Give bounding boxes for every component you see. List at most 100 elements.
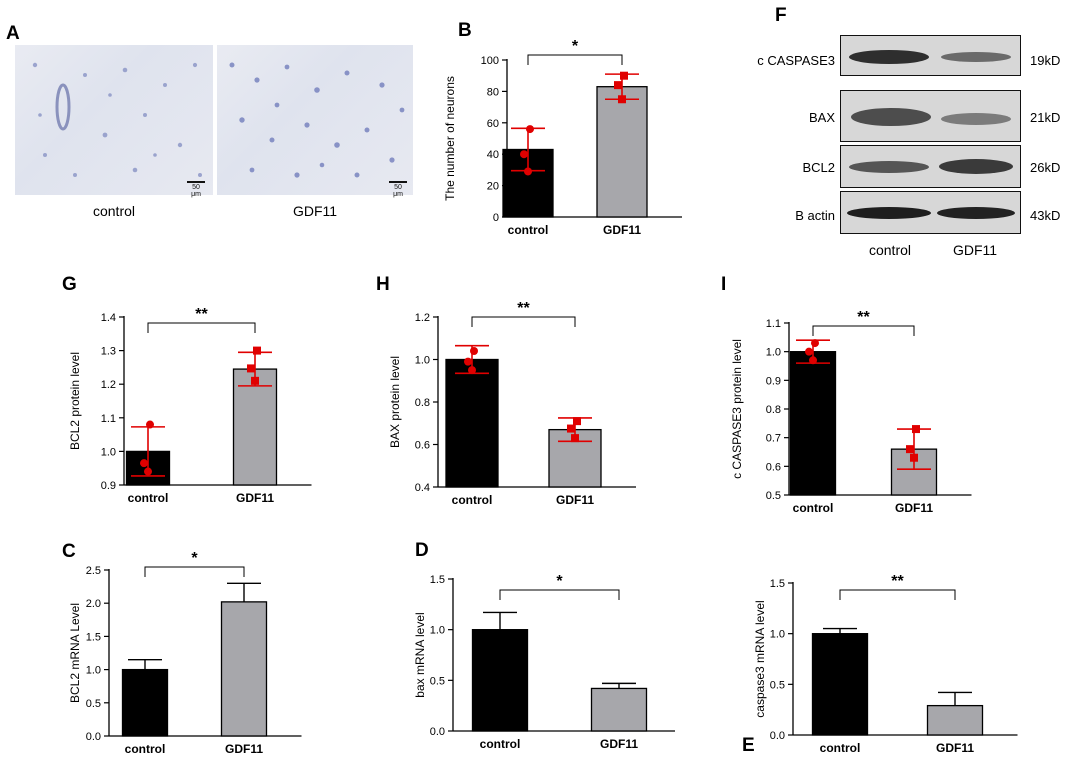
y-tick-label: 60 bbox=[487, 118, 499, 130]
y-tick-label: 0.4 bbox=[415, 482, 430, 494]
y-axis-label: The number of neurons bbox=[443, 76, 457, 201]
y-tick-label: 2.5 bbox=[86, 565, 101, 577]
y-tick-label: 0.5 bbox=[766, 490, 781, 502]
significance-marker: ** bbox=[517, 300, 530, 317]
data-point bbox=[520, 150, 528, 159]
chart-b: 0 20 40 60 80 100 The number of neurons control… bbox=[443, 38, 682, 237]
micrograph-caption-gdf11: GDF11 bbox=[292, 203, 338, 219]
wb-size-caspase3: 19kD bbox=[1030, 53, 1061, 68]
significance-marker: * bbox=[191, 550, 198, 567]
y-tick-label: 1.5 bbox=[770, 578, 785, 590]
scale-bar-control: 50 μm bbox=[187, 181, 205, 198]
wb-size-bcl2: 26kD bbox=[1030, 160, 1061, 175]
y-tick-label: 1.0 bbox=[766, 347, 781, 359]
bar-control bbox=[789, 351, 837, 496]
significance-marker: * bbox=[572, 38, 579, 55]
panel-h-letter: H bbox=[376, 274, 390, 295]
wb-protein-bcl2: BCL2 bbox=[802, 160, 835, 175]
y-tick-label: 1.0 bbox=[415, 355, 430, 367]
data-point bbox=[811, 339, 819, 348]
wb-lane-gdf11: GDF11 bbox=[952, 242, 998, 258]
x-tick-label: GDF11 bbox=[603, 223, 641, 237]
x-tick-label: GDF11 bbox=[556, 493, 594, 507]
wb-row-bactin bbox=[840, 191, 1021, 234]
significance-marker: * bbox=[556, 573, 563, 590]
y-tick-label: 0.9 bbox=[766, 375, 781, 387]
y-tick-label: 0 bbox=[493, 212, 499, 224]
wb-band bbox=[941, 113, 1011, 125]
y-tick-label: 20 bbox=[487, 181, 499, 193]
bar-control bbox=[471, 629, 529, 732]
data-point bbox=[247, 364, 255, 373]
significance-bracket bbox=[839, 589, 956, 600]
significance-bracket bbox=[527, 54, 623, 65]
x-tick-label: control bbox=[480, 737, 521, 751]
y-tick-label: 0.9 bbox=[101, 480, 116, 492]
data-point bbox=[146, 420, 154, 429]
y-tick-label: 1.0 bbox=[770, 629, 785, 641]
wb-band bbox=[849, 161, 929, 173]
micrograph-gdf11: 50 μm bbox=[217, 45, 413, 198]
wb-band bbox=[941, 52, 1011, 62]
y-tick-label: 0.8 bbox=[766, 404, 781, 416]
x-tick-label: GDF11 bbox=[225, 742, 263, 755]
wb-row-caspase3 bbox=[840, 35, 1021, 76]
scale-bar-gdf11: 50 μm bbox=[389, 181, 407, 198]
x-tick-label: control bbox=[793, 501, 834, 515]
data-point bbox=[468, 366, 476, 375]
data-point bbox=[910, 453, 918, 462]
y-tick-label: 0.6 bbox=[415, 440, 430, 452]
x-tick-label: control bbox=[452, 493, 493, 507]
y-tick-label: 0.8 bbox=[415, 397, 430, 409]
wb-protein-bax: BAX bbox=[808, 110, 835, 125]
data-point bbox=[140, 459, 148, 468]
y-tick-label: 40 bbox=[487, 149, 499, 161]
panel-i-letter: I bbox=[721, 274, 727, 295]
y-axis-label: BCL2 mRNA Level bbox=[68, 603, 82, 703]
x-tick-label: GDF11 bbox=[236, 491, 274, 505]
y-tick-label: 1.4 bbox=[101, 312, 116, 324]
y-axis-label: caspase3 mRNA level bbox=[753, 600, 767, 717]
y-tick-label: 2.0 bbox=[86, 598, 101, 610]
micrograph-caption-control: control bbox=[92, 203, 136, 219]
data-point bbox=[614, 81, 622, 90]
panel-g-letter: G bbox=[62, 274, 77, 295]
y-tick-label: 0.6 bbox=[766, 461, 781, 473]
data-point bbox=[144, 467, 152, 476]
data-point bbox=[906, 445, 914, 454]
y-tick-label: 0.0 bbox=[430, 726, 445, 738]
wb-lane-control: control bbox=[868, 242, 912, 258]
y-axis-label: bax mRNA level bbox=[413, 612, 427, 697]
significance-bracket bbox=[147, 322, 256, 333]
y-tick-label: 1.2 bbox=[101, 379, 116, 391]
chart-g: 0.9 1.0 1.1 1.2 1.3 1.4 BCL2 protein level cont… bbox=[68, 306, 312, 505]
x-tick-label: control bbox=[128, 491, 169, 505]
y-tick-label: 0.5 bbox=[430, 675, 445, 687]
wb-band bbox=[851, 108, 931, 126]
bar-gdf11 bbox=[926, 704, 984, 736]
wb-band bbox=[849, 50, 929, 64]
bar-control bbox=[445, 358, 499, 488]
data-point bbox=[253, 346, 261, 355]
data-point bbox=[805, 347, 813, 356]
x-tick-label: GDF11 bbox=[600, 737, 638, 751]
y-tick-label: 0.5 bbox=[86, 698, 101, 710]
panel-a-letter: A bbox=[6, 23, 20, 44]
significance-bracket bbox=[812, 325, 915, 336]
significance-bracket bbox=[471, 316, 576, 327]
chart-c: 0.0 0.5 1.0 1.5 2.0 2.5 BCL2 mRNA Level control… bbox=[68, 550, 302, 755]
x-tick-label: control bbox=[125, 742, 166, 755]
wb-protein-caspase3: c CASPASE3 bbox=[757, 53, 835, 68]
data-point bbox=[618, 95, 626, 104]
y-tick-label: 0.0 bbox=[86, 731, 101, 743]
chart-h: 0.4 0.6 0.8 1.0 1.2 BAX protein level control G… bbox=[388, 300, 636, 507]
data-point bbox=[573, 417, 581, 426]
x-tick-label: GDF11 bbox=[936, 741, 974, 755]
data-point bbox=[524, 167, 532, 176]
panel-f-letter: F bbox=[775, 5, 787, 26]
data-point bbox=[571, 434, 579, 443]
wb-row-bcl2 bbox=[840, 145, 1021, 188]
y-tick-label: 1.1 bbox=[101, 413, 116, 425]
data-point bbox=[464, 357, 472, 366]
